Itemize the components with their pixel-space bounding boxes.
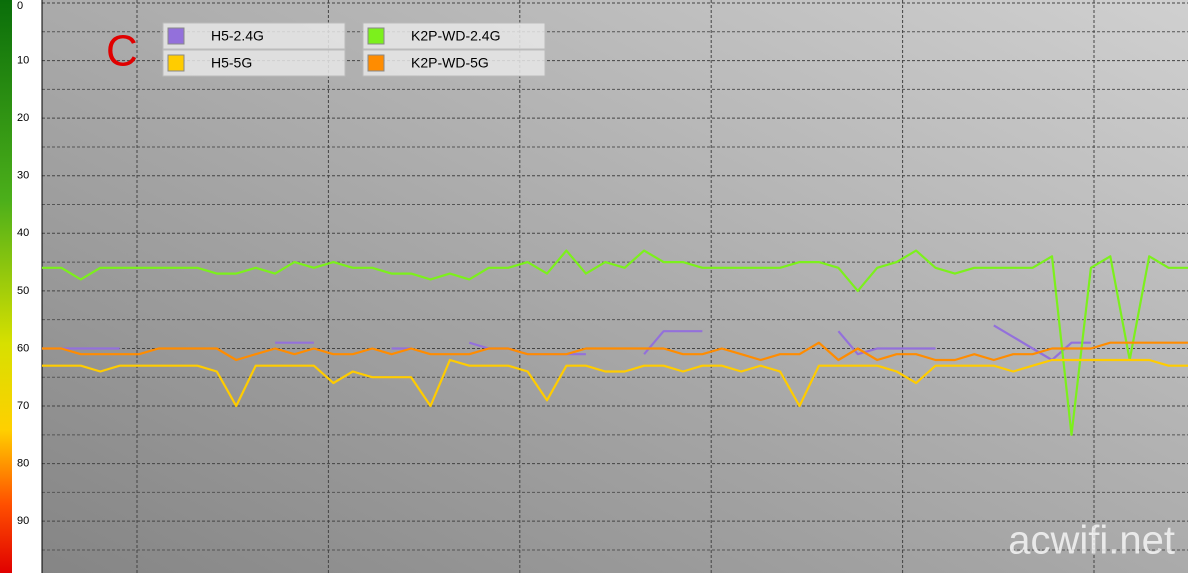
y-tick-label: 70 <box>17 400 29 412</box>
legend-swatch <box>167 54 185 72</box>
y-tick-label: 20 <box>17 112 29 124</box>
plot-area <box>42 0 1188 573</box>
y-tick-label: 60 <box>17 342 29 354</box>
legend-entry-bg <box>362 22 546 50</box>
watermark: acwifi.net <box>1008 519 1175 563</box>
y-tick-label: 30 <box>17 170 29 182</box>
legend-label: K2P-WD-5G <box>411 55 489 71</box>
series-line <box>42 249 1188 436</box>
series-line <box>42 358 1188 408</box>
legend-label: H5-5G <box>211 55 252 71</box>
legend-entry-bg <box>362 49 546 77</box>
y-tick-label: 90 <box>17 515 29 527</box>
legend-label: K2P-WD-2.4G <box>411 28 500 44</box>
legend-entry-bg <box>162 49 346 77</box>
legend-swatch <box>167 27 185 45</box>
y-tick-label: 80 <box>17 458 29 470</box>
legend-entry-bg <box>162 22 346 50</box>
series-line <box>42 341 1188 362</box>
legend-label: H5-2.4G <box>211 28 264 44</box>
y-tick-label: 10 <box>17 54 29 66</box>
y-tick-label: 0 <box>17 0 23 12</box>
legend-swatch <box>367 27 385 45</box>
annotation: C <box>106 27 138 76</box>
signal-scale <box>0 0 12 573</box>
legend-swatch <box>367 54 385 72</box>
y-tick-label: 50 <box>17 285 29 297</box>
y-tick-label: 40 <box>17 227 29 239</box>
